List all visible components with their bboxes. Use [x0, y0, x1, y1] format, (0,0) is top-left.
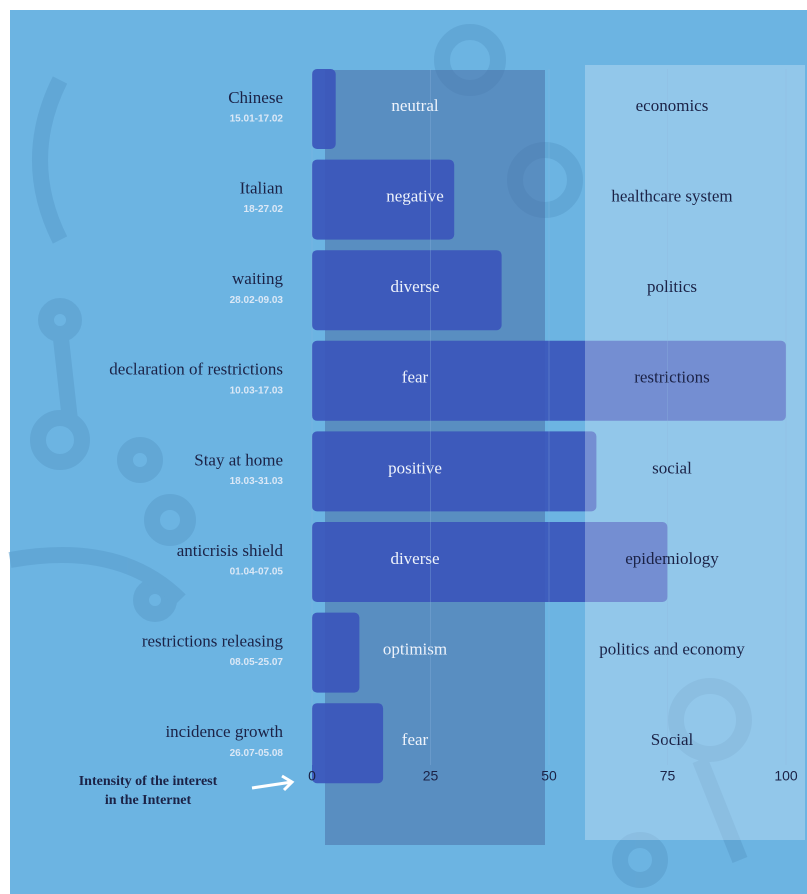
category-label: Stay at home — [194, 450, 283, 469]
sentiment-label: neutral — [391, 96, 438, 115]
light-panel — [585, 65, 805, 840]
sentiment-label: positive — [388, 458, 442, 477]
date-label: 01.04-07.05 — [230, 567, 284, 578]
category-label: restrictions releasing — [142, 632, 284, 651]
sentiment-label: negative — [386, 187, 444, 206]
x-tick-label: 75 — [660, 768, 676, 784]
decoration — [8, 24, 752, 888]
date-label: 26.07-05.08 — [230, 748, 284, 759]
category-label: anticrisis shield — [177, 541, 284, 560]
sentiment-label: fear — [402, 368, 429, 387]
x-axis-label: in the Internet — [105, 793, 192, 808]
sentiment-label: diverse — [390, 549, 439, 568]
category-label: Italian — [240, 179, 284, 198]
topic-label: economics — [636, 96, 709, 115]
category-label: Chinese — [228, 88, 283, 107]
bar — [312, 69, 336, 149]
bar — [312, 703, 384, 784]
topic-label: restrictions — [634, 368, 710, 387]
date-label: 18.03-31.03 — [230, 476, 284, 487]
category-label: declaration of restrictions — [109, 360, 283, 379]
category-label: waiting — [232, 269, 283, 288]
x-axis-label: Intensity of the interest — [79, 774, 218, 789]
date-label: 10.03-17.03 — [230, 385, 284, 396]
bar — [312, 612, 360, 693]
x-tick-label: 50 — [541, 768, 557, 784]
labels: Chinese 15.01-17.02 neutral economics Italia… — [79, 69, 798, 808]
bar — [312, 522, 668, 602]
date-label: 18-27.02 — [244, 204, 284, 215]
x-tick-label: 25 — [423, 768, 439, 784]
topic-label: social — [652, 458, 692, 477]
x-tick-label: 100 — [774, 768, 798, 784]
topic-label: Social — [651, 730, 694, 749]
x-tick-label: 0 — [308, 768, 316, 784]
date-label: 08.05-25.07 — [230, 657, 284, 668]
bar — [312, 431, 597, 512]
topic-label: politics — [647, 277, 697, 296]
date-label: 15.01-17.02 — [230, 114, 284, 125]
bar — [312, 159, 455, 240]
topic-label: epidemiology — [625, 549, 719, 568]
bar — [312, 250, 502, 331]
topic-label: healthcare system — [611, 187, 732, 206]
sentiment-label: diverse — [390, 277, 439, 296]
sentiment-label: optimism — [383, 640, 447, 659]
date-label: 28.02-09.03 — [230, 295, 284, 306]
topic-label: politics and economy — [599, 640, 745, 659]
category-label: incidence growth — [165, 722, 283, 741]
sentiment-label: fear — [402, 730, 429, 749]
arrow — [251, 774, 295, 792]
